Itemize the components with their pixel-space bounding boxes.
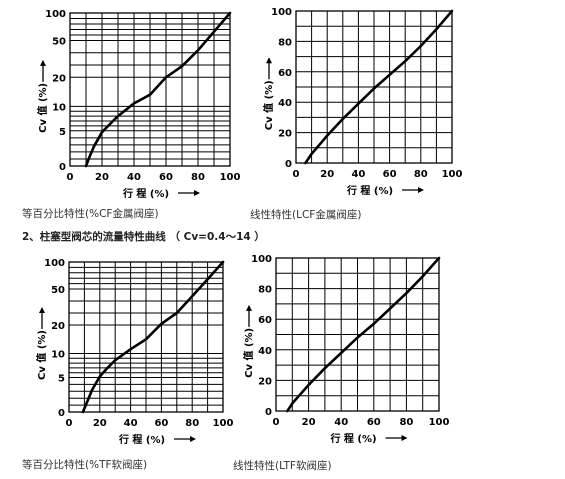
- y-tick-label: 100: [271, 7, 292, 18]
- y-tick-label: 20: [278, 129, 292, 140]
- x-axis-label: 行 程 (%): [118, 433, 165, 446]
- x-tick-label: 100: [213, 418, 234, 429]
- y-tick-label: 40: [278, 98, 292, 109]
- plot-frame: [295, 10, 453, 164]
- chart-caption: 等百分比特性(%CF金属阀座): [22, 207, 159, 220]
- x-axis-arrow: [402, 187, 424, 193]
- x-tick-label: 60: [154, 418, 168, 429]
- x-tick-label: 80: [399, 417, 413, 428]
- chart-bottom-right: 0 20 40 60 80 100 0 20 40 60 80 100 行 程 (%) Cv 值 (%) 线…: [233, 254, 449, 472]
- y-tick-label: 20: [258, 376, 272, 387]
- chart-bottom-left: 0 20 40 60 80 100 0 5 10 20 50 100 行 程 (%) Cv 值 (%) 等百…: [22, 258, 233, 471]
- series-line: [84, 11, 232, 168]
- y-axis-arrow: [266, 57, 272, 80]
- y-tick-label: 100: [251, 254, 272, 265]
- y-tick-label: 40: [258, 346, 272, 357]
- x-tick-label: 60: [159, 172, 173, 183]
- chart-caption: 线性特性(LTF软阀座): [233, 459, 332, 472]
- x-tick-label: 100: [429, 417, 450, 428]
- y-tick-label: 0: [58, 408, 65, 419]
- y-tick-label: 5: [58, 374, 65, 385]
- plot-frame: [68, 261, 224, 413]
- x-tick-label: 80: [414, 169, 428, 180]
- chart-top-right: 0 20 40 60 80 100 0 20 40 60 80 100 行 程 (%) Cv 值 (%) 线…: [250, 7, 462, 221]
- x-tick-label: 0: [67, 172, 74, 183]
- x-axis-label: 行 程 (%): [122, 187, 169, 200]
- plot-frame: [69, 12, 231, 167]
- y-tick-label: 100: [44, 258, 65, 269]
- x-axis-arrow: [385, 435, 408, 441]
- plot-frame: [275, 257, 440, 412]
- x-axis-arrow: [178, 190, 200, 196]
- y-axis-label: Cv 值 (%): [35, 330, 48, 380]
- x-axis-label: 行 程 (%): [346, 184, 393, 197]
- x-tick-label: 0: [66, 418, 73, 429]
- y-axis-label: Cv 值 (%): [262, 80, 275, 130]
- y-axis-arrow: [246, 304, 252, 327]
- x-tick-label: 100: [442, 169, 463, 180]
- x-axis-label: 行 程 (%): [329, 432, 376, 445]
- x-tick-label: 40: [127, 172, 141, 183]
- x-tick-label: 100: [220, 172, 241, 183]
- y-tick-label: 0: [59, 162, 66, 173]
- y-tick-label: 20: [52, 73, 66, 84]
- x-tick-label: 40: [124, 418, 138, 429]
- chart-caption: 线性特性(LCF金属阀座): [250, 208, 361, 221]
- y-axis-arrow: [40, 59, 46, 82]
- y-tick-label: 0: [285, 159, 292, 170]
- x-tick-label: 20: [93, 418, 107, 429]
- y-tick-label: 5: [59, 127, 66, 138]
- x-tick-label: 60: [367, 417, 381, 428]
- y-tick-label: 10: [51, 350, 65, 361]
- series-line: [286, 256, 441, 413]
- y-tick-label: 50: [51, 285, 65, 296]
- x-tick-label: 0: [293, 169, 300, 180]
- y-tick-label: 50: [52, 37, 66, 48]
- y-tick-label: 60: [278, 68, 292, 79]
- y-tick-label: 10: [52, 102, 66, 113]
- x-tick-label: 20: [95, 172, 109, 183]
- y-tick-label: 80: [278, 37, 292, 48]
- y-tick-label: 20: [51, 321, 65, 332]
- y-tick-label: 0: [265, 407, 272, 418]
- x-tick-label: 0: [273, 417, 280, 428]
- chart-caption: 等百分比特性(%TF软阀座): [22, 458, 147, 471]
- y-tick-label: 60: [258, 315, 272, 326]
- chart-top-left: 0 20 40 60 80 100 0 5 10 20 50 100 行 程 (%) Cv 值 (%) 等百…: [22, 9, 240, 220]
- x-tick-label: 60: [383, 169, 397, 180]
- x-tick-label: 40: [334, 417, 348, 428]
- x-axis-arrow: [174, 436, 196, 442]
- series-line: [304, 9, 454, 165]
- y-axis-label: Cv 值 (%): [242, 328, 255, 378]
- y-axis-arrow: [39, 307, 45, 329]
- x-tick-label: 40: [351, 169, 365, 180]
- x-tick-label: 20: [302, 417, 316, 428]
- y-axis-label: Cv 值 (%): [36, 83, 49, 133]
- series-line: [81, 260, 225, 414]
- y-tick-label: 100: [45, 9, 66, 20]
- y-tick-label: 80: [258, 285, 272, 296]
- section-heading: 2、柱塞型阀芯的流量特性曲线 （ Cv=0.4～14 ）: [22, 230, 265, 243]
- x-tick-label: 80: [191, 172, 205, 183]
- x-tick-label: 80: [185, 418, 199, 429]
- x-tick-label: 20: [320, 169, 334, 180]
